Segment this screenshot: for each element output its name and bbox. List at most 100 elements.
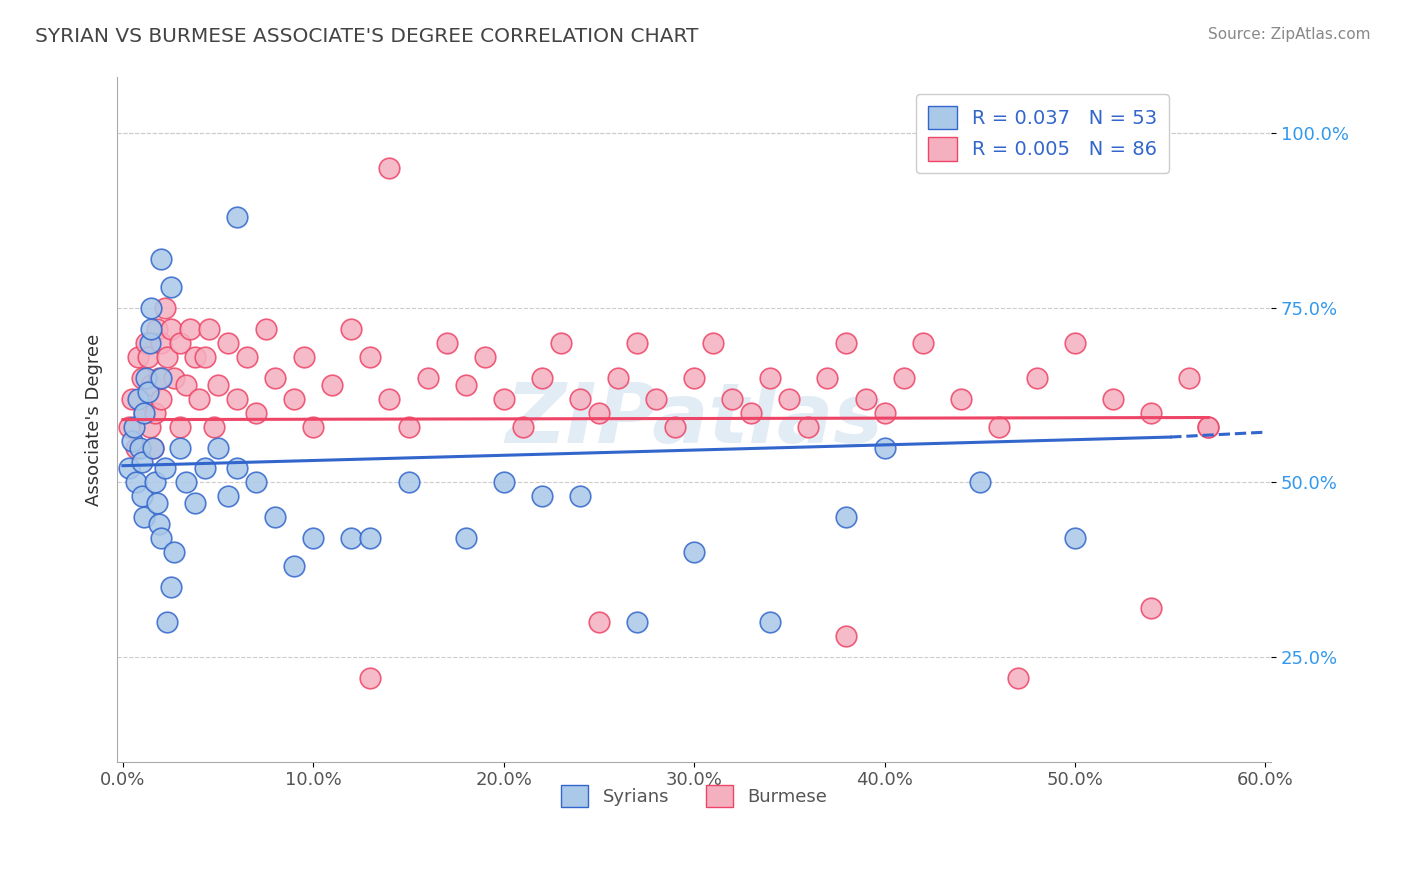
Point (156, 350, 179, 364)
Point (207, 377, 229, 392)
Point (283, 392, 305, 406)
Point (226, 210, 249, 224)
Point (226, 392, 249, 406)
Point (588, 406, 610, 420)
Point (817, 370, 839, 384)
Legend: Syrians, Burmese: Syrians, Burmese (554, 778, 834, 814)
Point (143, 475, 166, 490)
Point (550, 335, 572, 350)
Point (987, 419, 1010, 434)
Point (194, 350, 217, 364)
Point (132, 510, 155, 524)
Point (835, 335, 858, 350)
Point (169, 419, 191, 434)
Point (163, 370, 186, 384)
Point (146, 322, 169, 336)
Point (121, 434, 143, 448)
Point (835, 510, 858, 524)
Point (245, 406, 267, 420)
Point (626, 615, 648, 629)
Point (607, 370, 630, 384)
Point (132, 406, 155, 420)
Point (1064, 531, 1087, 545)
Point (153, 461, 176, 475)
Point (302, 419, 325, 434)
Point (148, 517, 170, 532)
Point (969, 475, 991, 490)
Text: SYRIAN VS BURMESE ASSOCIATE'S DEGREE CORRELATION CHART: SYRIAN VS BURMESE ASSOCIATE'S DEGREE COR… (35, 27, 699, 45)
Text: Source: ZipAtlas.com: Source: ZipAtlas.com (1208, 27, 1371, 42)
Point (217, 490, 239, 504)
Point (340, 531, 363, 545)
Point (141, 377, 163, 392)
Point (245, 475, 267, 490)
Point (359, 350, 381, 364)
Point (759, 370, 782, 384)
Point (235, 350, 257, 364)
Point (683, 545, 706, 559)
Point (131, 370, 153, 384)
Point (136, 384, 159, 399)
Point (149, 252, 172, 266)
Point (159, 280, 181, 294)
Point (321, 377, 343, 392)
Point (169, 441, 191, 455)
Point (398, 419, 420, 434)
Point (645, 392, 668, 406)
Point (492, 475, 515, 490)
Point (1102, 392, 1125, 406)
Point (1140, 601, 1163, 615)
Point (949, 392, 972, 406)
Point (127, 350, 149, 364)
Point (121, 392, 143, 406)
Point (340, 322, 363, 336)
Point (1025, 370, 1047, 384)
Point (530, 490, 553, 504)
Point (378, 392, 401, 406)
Point (702, 335, 724, 350)
Point (197, 322, 219, 336)
Point (131, 490, 153, 504)
Point (149, 531, 172, 545)
Point (149, 335, 172, 350)
Point (131, 454, 153, 468)
Point (588, 615, 610, 629)
Point (117, 461, 139, 475)
Point (132, 406, 155, 420)
Point (359, 671, 381, 685)
Point (1197, 419, 1219, 434)
Point (194, 461, 217, 475)
Point (302, 531, 325, 545)
Point (568, 490, 591, 504)
Point (136, 350, 159, 364)
Point (127, 392, 149, 406)
Point (174, 377, 197, 392)
Point (184, 496, 207, 510)
Point (188, 392, 211, 406)
Point (135, 335, 157, 350)
Point (174, 475, 197, 490)
Point (911, 335, 934, 350)
Point (893, 370, 915, 384)
Point (148, 370, 170, 384)
Point (759, 615, 782, 629)
Point (146, 496, 169, 510)
Y-axis label: Associate's Degree: Associate's Degree (86, 334, 103, 506)
Point (1197, 419, 1219, 434)
Point (163, 545, 186, 559)
Point (202, 419, 225, 434)
Point (149, 392, 172, 406)
Point (778, 392, 800, 406)
Point (125, 475, 148, 490)
Point (797, 419, 820, 434)
Point (124, 419, 146, 434)
Point (135, 370, 157, 384)
Point (207, 441, 229, 455)
Point (416, 370, 439, 384)
Point (1178, 370, 1201, 384)
Point (855, 392, 877, 406)
Point (436, 335, 458, 350)
Point (398, 475, 420, 490)
Point (264, 370, 287, 384)
Point (138, 335, 160, 350)
